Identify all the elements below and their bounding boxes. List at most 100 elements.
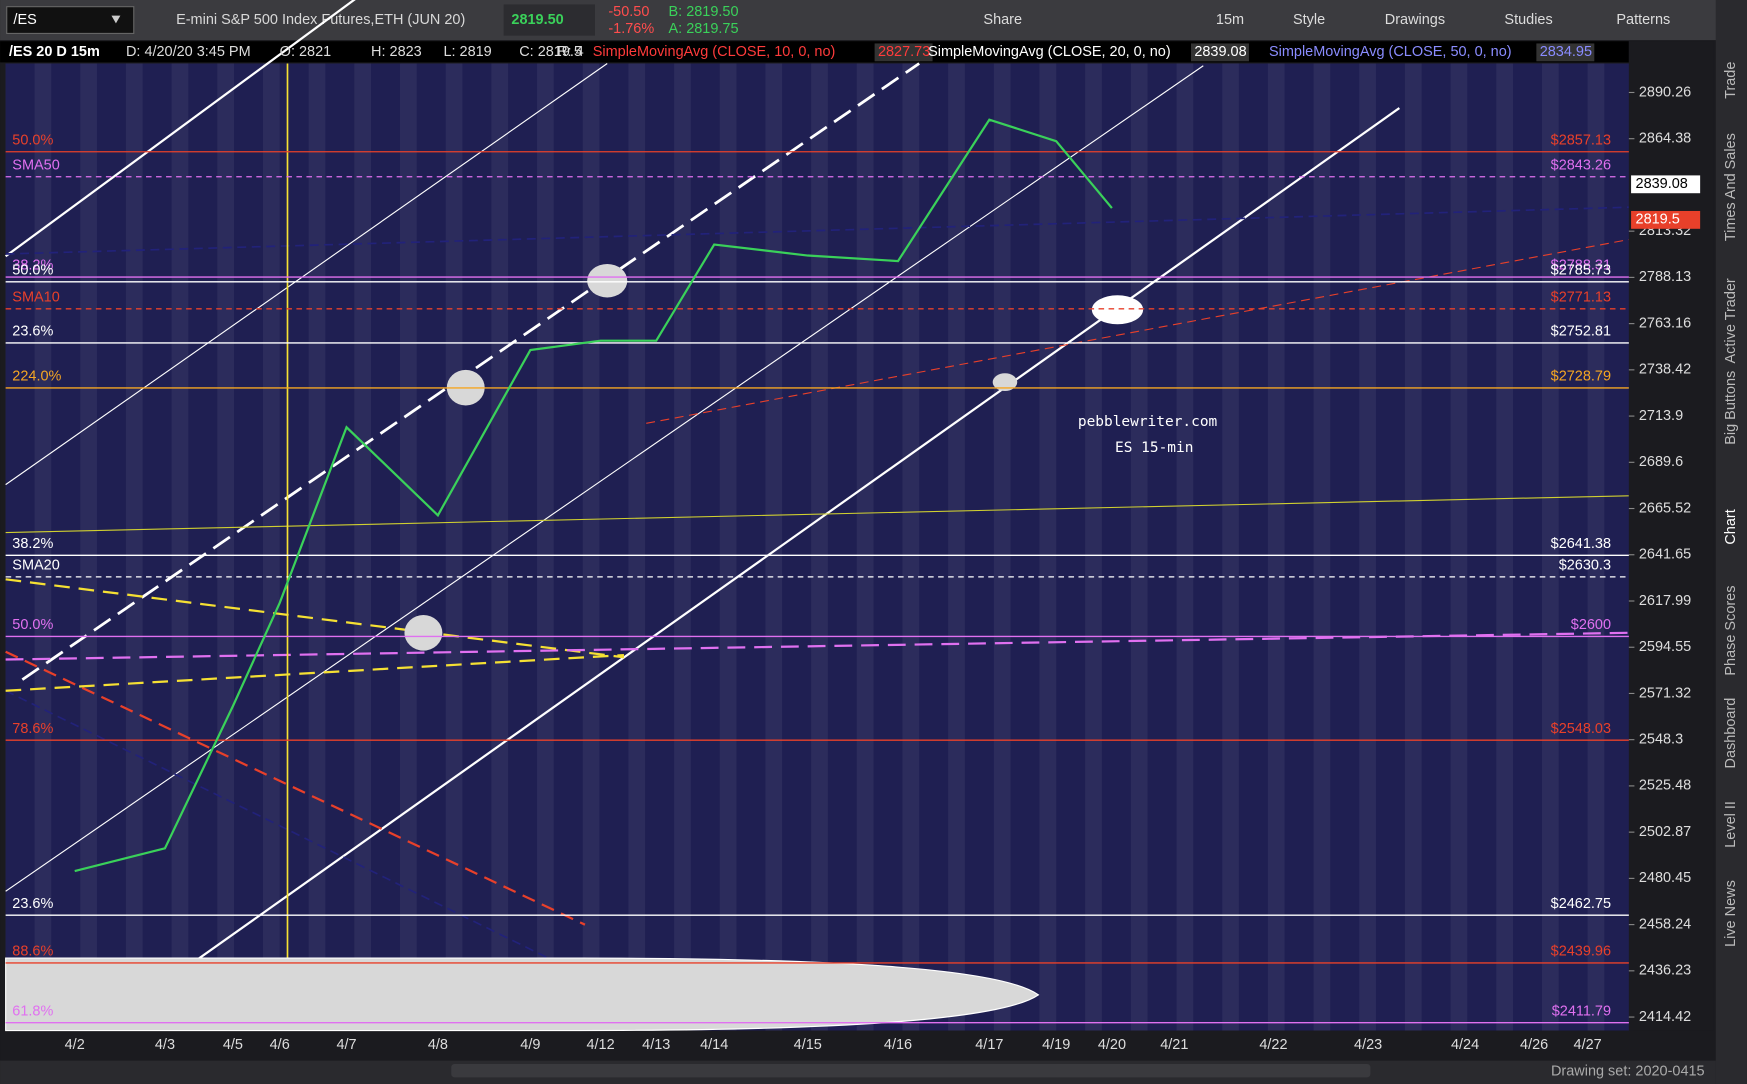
change-pct: -1.76% bbox=[608, 21, 654, 37]
toolbar-button[interactable]: Studies bbox=[1504, 12, 1552, 28]
sidebar-tab[interactable]: Phase Scores bbox=[1723, 586, 1739, 676]
session-stripe bbox=[690, 63, 720, 1031]
marker bbox=[587, 264, 628, 298]
header-field: C: 2819.5 bbox=[519, 44, 582, 60]
study-name: SimpleMovingAvg (CLOSE, 10, 0, no) bbox=[593, 44, 836, 60]
y-tick-label: 2665.52 bbox=[1639, 500, 1691, 516]
price-line bbox=[74, 118, 1113, 873]
last-price: 2819.50 bbox=[511, 12, 563, 28]
study-name: SimpleMovingAvg (CLOSE, 50, 0, no) bbox=[1269, 44, 1512, 60]
chart-symbol: /ES 20 D 15m bbox=[9, 44, 100, 60]
session-stripe bbox=[1056, 63, 1086, 1031]
x-tick-label: 4/15 bbox=[794, 1037, 822, 1053]
study-value: 2827.73 bbox=[878, 44, 930, 60]
session-stripe bbox=[873, 63, 903, 1031]
session-stripe bbox=[325, 63, 355, 1031]
x-tick-label: 4/3 bbox=[155, 1037, 175, 1053]
drawings bbox=[4, 0, 1629, 1032]
last-box bbox=[503, 4, 595, 36]
sidebar-tab[interactable]: Big Buttons bbox=[1723, 371, 1739, 445]
trend-line bbox=[5, 578, 625, 659]
sidebar-tab[interactable]: Level II bbox=[1723, 801, 1739, 848]
trend-line bbox=[5, 631, 1629, 661]
level-right-label: $2548.03 bbox=[1551, 721, 1611, 737]
session-stripe bbox=[1375, 63, 1405, 1031]
x-tick-label: 4/24 bbox=[1451, 1037, 1479, 1053]
y-tick-label: 2788.13 bbox=[1639, 269, 1691, 285]
header-field: R: 4 bbox=[557, 44, 584, 60]
price-tag bbox=[1631, 210, 1701, 229]
marker bbox=[404, 614, 443, 651]
header-field: L: 2819 bbox=[443, 44, 491, 60]
x-tick-label: 4/7 bbox=[336, 1037, 356, 1053]
sidebar-tab[interactable]: Active Trader bbox=[1723, 278, 1739, 363]
sidebar-tab[interactable]: Live News bbox=[1723, 880, 1739, 947]
toolbar-button[interactable]: Share bbox=[983, 12, 1022, 28]
level-left-label: 50.0% bbox=[12, 617, 53, 633]
x-tick-label: 4/20 bbox=[1098, 1037, 1126, 1053]
session-stripe bbox=[96, 63, 126, 1031]
sidebar bbox=[1715, 0, 1747, 1084]
price-tag bbox=[1631, 175, 1701, 194]
price-tag-label: 2839.08 bbox=[1636, 176, 1688, 192]
y-tick-label: 2641.65 bbox=[1639, 547, 1691, 563]
trend-line bbox=[5, 689, 692, 1030]
session-stripe bbox=[827, 63, 857, 1031]
y-tick-label: 2571.32 bbox=[1639, 685, 1691, 701]
volume-profile bbox=[5, 957, 1040, 1032]
y-tick-label: 2713.9 bbox=[1639, 408, 1683, 424]
symbol-box[interactable] bbox=[6, 6, 135, 34]
level-left-label: 50.0% bbox=[12, 262, 53, 278]
footer: Drawing set: 2020-0415 bbox=[1551, 1064, 1705, 1080]
session-stripe bbox=[508, 63, 538, 1031]
level-left-label: SMA50 bbox=[12, 157, 59, 173]
level-left-label: SMA20 bbox=[12, 558, 59, 574]
sidebar-tab[interactable]: Trade bbox=[1723, 62, 1739, 99]
y-tick-label: 2689.6 bbox=[1639, 454, 1683, 470]
x-tick-label: 4/13 bbox=[642, 1037, 670, 1053]
study-value-box bbox=[1536, 43, 1595, 62]
sidebar-tab[interactable]: Chart bbox=[1723, 509, 1739, 544]
trend-line bbox=[5, 650, 586, 926]
level-right-label: $2785.73 bbox=[1551, 262, 1611, 278]
study-name: SimpleMovingAvg (CLOSE, 20, 0, no) bbox=[928, 44, 1171, 60]
level-left-label: 61.8% bbox=[12, 1003, 53, 1019]
sidebar-tab[interactable]: Dashboard bbox=[1723, 698, 1739, 769]
x-tick-label: 4/12 bbox=[586, 1037, 614, 1053]
toolbar-button[interactable]: Style bbox=[1293, 12, 1325, 28]
x-tick-label: 4/27 bbox=[1574, 1037, 1602, 1053]
session-stripe bbox=[1193, 63, 1223, 1031]
level-left-label: 224.0% bbox=[12, 369, 61, 385]
level-right-label: $2600 bbox=[1571, 617, 1611, 633]
session-stripe bbox=[1147, 63, 1177, 1031]
x-tick-label: 4/22 bbox=[1259, 1037, 1287, 1053]
toolbar-button[interactable]: Drawings bbox=[1385, 12, 1445, 28]
x-tick-label: 4/17 bbox=[975, 1037, 1003, 1053]
sidebar-tab[interactable]: Times And Sales bbox=[1723, 133, 1739, 241]
level-left-label: 38.2% bbox=[12, 258, 53, 274]
level-right-label: $2641.38 bbox=[1551, 536, 1611, 552]
level-right-label: $2752.81 bbox=[1551, 324, 1611, 340]
y-tick-label: 2864.38 bbox=[1639, 131, 1691, 147]
toolbar-button[interactable]: Patterns bbox=[1616, 12, 1670, 28]
level-right-label: $2843.26 bbox=[1551, 157, 1611, 173]
session-stripe bbox=[1284, 63, 1314, 1031]
y-tick-label: 2480.45 bbox=[1639, 870, 1691, 886]
x-tick-label: 4/23 bbox=[1354, 1037, 1382, 1053]
dropdown-arrow[interactable] bbox=[111, 15, 121, 24]
scrollbar[interactable] bbox=[451, 1063, 1371, 1078]
level-left-label: 38.2% bbox=[12, 536, 53, 552]
toolbar-button[interactable]: 15m bbox=[1216, 12, 1244, 28]
y-tick-label: 2525.48 bbox=[1639, 778, 1691, 794]
price-tag-label: 2819.5 bbox=[1636, 212, 1680, 228]
price-axis bbox=[1628, 41, 1714, 1031]
session-stripe bbox=[416, 63, 446, 1031]
symbol: /ES bbox=[13, 12, 36, 28]
y-tick-label: 2763.16 bbox=[1639, 315, 1691, 331]
trend-line bbox=[5, 206, 1629, 255]
x-tick-label: 4/5 bbox=[223, 1037, 243, 1053]
level-left-label: 23.6% bbox=[12, 896, 53, 912]
y-tick-label: 2738.42 bbox=[1639, 362, 1691, 378]
